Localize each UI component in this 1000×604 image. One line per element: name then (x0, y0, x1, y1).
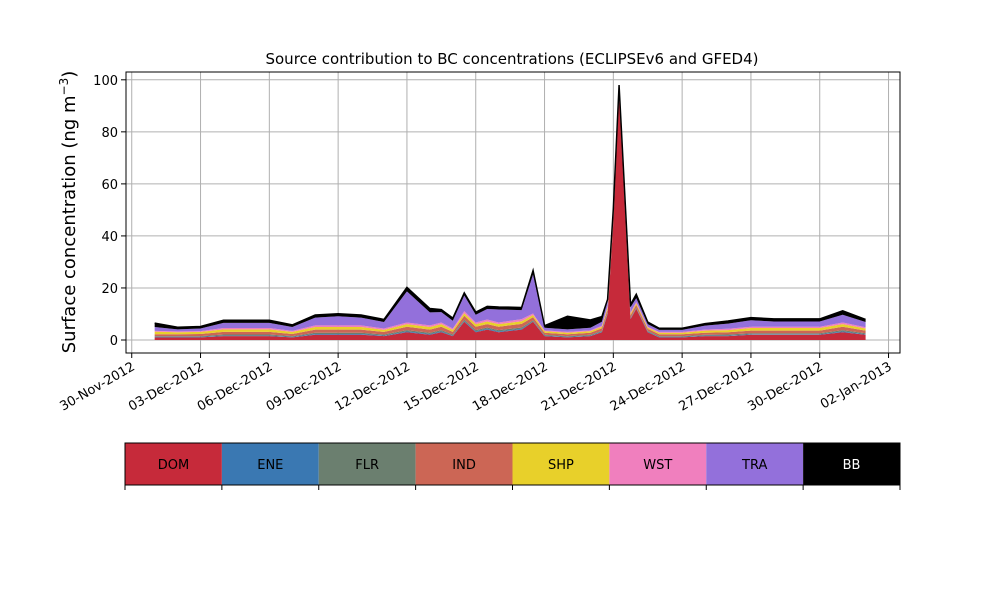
y-tick-label: 80 (101, 126, 118, 141)
chart-title: Source contribution to BC concentrations… (265, 50, 758, 68)
stacked-areas (154, 84, 866, 340)
legend-label-ene: ENE (257, 458, 283, 473)
x-tick-label: 06-Dec-2012 (195, 359, 275, 414)
area-tra (154, 86, 866, 332)
legend-label-dom: DOM (158, 458, 189, 473)
total-outline (154, 84, 866, 330)
legend-label-tra: TRA (741, 458, 767, 473)
x-tick-label: 18-Dec-2012 (470, 359, 550, 414)
area-ene (154, 94, 866, 338)
legend-label-ind: IND (452, 458, 476, 473)
legend-swatch-ind (415, 443, 513, 485)
legend-swatch-dom (125, 443, 222, 485)
legend-swatch-flr (318, 443, 416, 485)
y-tick-label: 100 (93, 74, 118, 89)
legend-label-flr: FLR (355, 458, 379, 473)
area-wst (154, 88, 866, 333)
legend-swatch-wst (609, 443, 707, 485)
legend-label-shp: SHP (548, 458, 574, 473)
legend-swatch-bb (803, 443, 900, 485)
x-tick-label: 30-Nov-2012 (57, 359, 137, 414)
x-tick-label: 03-Dec-2012 (126, 359, 206, 414)
area-ind (154, 90, 866, 337)
x-tick-label: 09-Dec-2012 (264, 359, 344, 414)
y-tick-label: 20 (101, 282, 118, 297)
area-bb (154, 85, 866, 330)
y-axis-label: Surface concentration (ng m−3) (57, 71, 80, 354)
legend-swatch-tra (706, 443, 804, 485)
axes: 0 20 40 60 80 100 30-Nov-201203-Dec-201206-Dec… (57, 71, 901, 415)
x-tick-label: 24-Dec-2012 (608, 359, 688, 414)
y-tick-label: 0 (110, 334, 118, 349)
y-tick-label: 60 (101, 178, 118, 193)
x-tick-label: 27-Dec-2012 (677, 359, 757, 414)
legend-label-bb: BB (843, 458, 861, 473)
grid (126, 72, 900, 353)
legend-swatch-ene (221, 443, 319, 485)
plot-frame (125, 71, 901, 354)
x-tick-label: 30-Dec-2012 (745, 359, 825, 414)
x-tick-label: 15-Dec-2012 (401, 359, 481, 414)
x-tick-label: 12-Dec-2012 (333, 359, 413, 414)
legend-swatch-shp (512, 443, 610, 485)
y-tick-label: 40 (101, 230, 118, 245)
area-shp (154, 89, 866, 335)
legend-label-wst: WST (643, 458, 672, 473)
x-tick-label: 21-Dec-2012 (539, 359, 619, 414)
area-flr (154, 94, 866, 337)
legend-colorbar: DOM ENE FLR IND SHP WST TRA BB (124, 442, 901, 490)
x-tick-label: 02-Jan-2013 (818, 359, 895, 412)
